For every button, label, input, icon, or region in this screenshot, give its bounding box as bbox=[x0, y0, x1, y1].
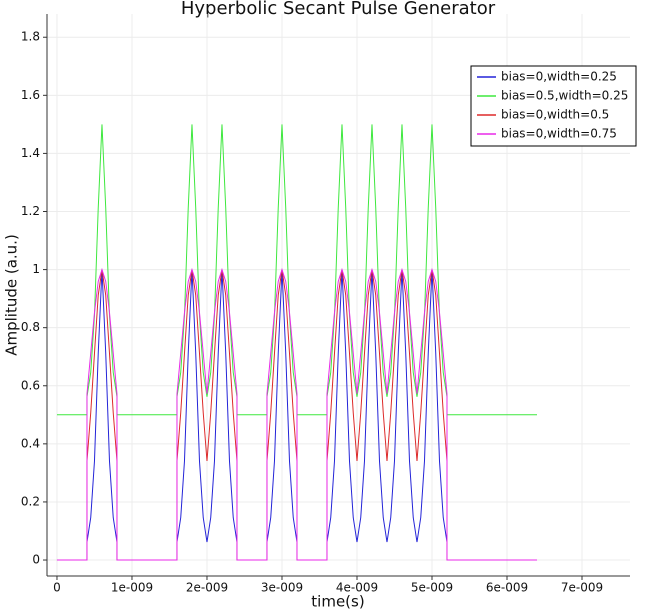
y-tick-label: 0.2 bbox=[21, 494, 40, 508]
y-axis-label: Amplitude (a.u.) bbox=[3, 234, 21, 356]
y-tick-label: 1.4 bbox=[21, 146, 40, 160]
legend: bias=0,width=0.25 bias=0.5,width=0.25 bias… bbox=[470, 65, 637, 147]
x-tick-label: 7e-009 bbox=[561, 581, 603, 595]
chart-title: Hyperbolic Secant Pulse Generator bbox=[181, 0, 496, 19]
legend-label: bias=0.5,width=0.25 bbox=[501, 89, 628, 103]
x-tick-label: 6e-009 bbox=[486, 581, 528, 595]
legend-label: bias=0,width=0.5 bbox=[501, 108, 609, 122]
y-tick-label: 0.6 bbox=[21, 378, 40, 392]
x-tick-label: 4e-009 bbox=[336, 581, 378, 595]
y-tick-label: 1.2 bbox=[21, 204, 40, 218]
legend-box bbox=[470, 65, 637, 147]
y-tick-label: 0.8 bbox=[21, 320, 40, 334]
x-tick-label: 1e-009 bbox=[111, 581, 153, 595]
x-tick-label: 0 bbox=[53, 581, 61, 595]
x-axis-label: time(s) bbox=[311, 593, 364, 611]
y-tick-label: 1 bbox=[32, 262, 40, 276]
y-tick-label: 0 bbox=[32, 553, 40, 567]
series-line bbox=[56, 267, 537, 561]
legend-label: bias=0,width=0.75 bbox=[501, 127, 617, 141]
x-tick-label: 2e-009 bbox=[186, 581, 228, 595]
legend-label: bias=0,width=0.25 bbox=[501, 70, 617, 84]
x-tick-label: 5e-009 bbox=[411, 581, 453, 595]
x-tick-label: 3e-009 bbox=[261, 581, 303, 595]
y-tick-label: 1.8 bbox=[21, 30, 40, 44]
y-tick-label: 0.4 bbox=[21, 436, 40, 450]
y-tick-label: 1.6 bbox=[21, 88, 40, 102]
